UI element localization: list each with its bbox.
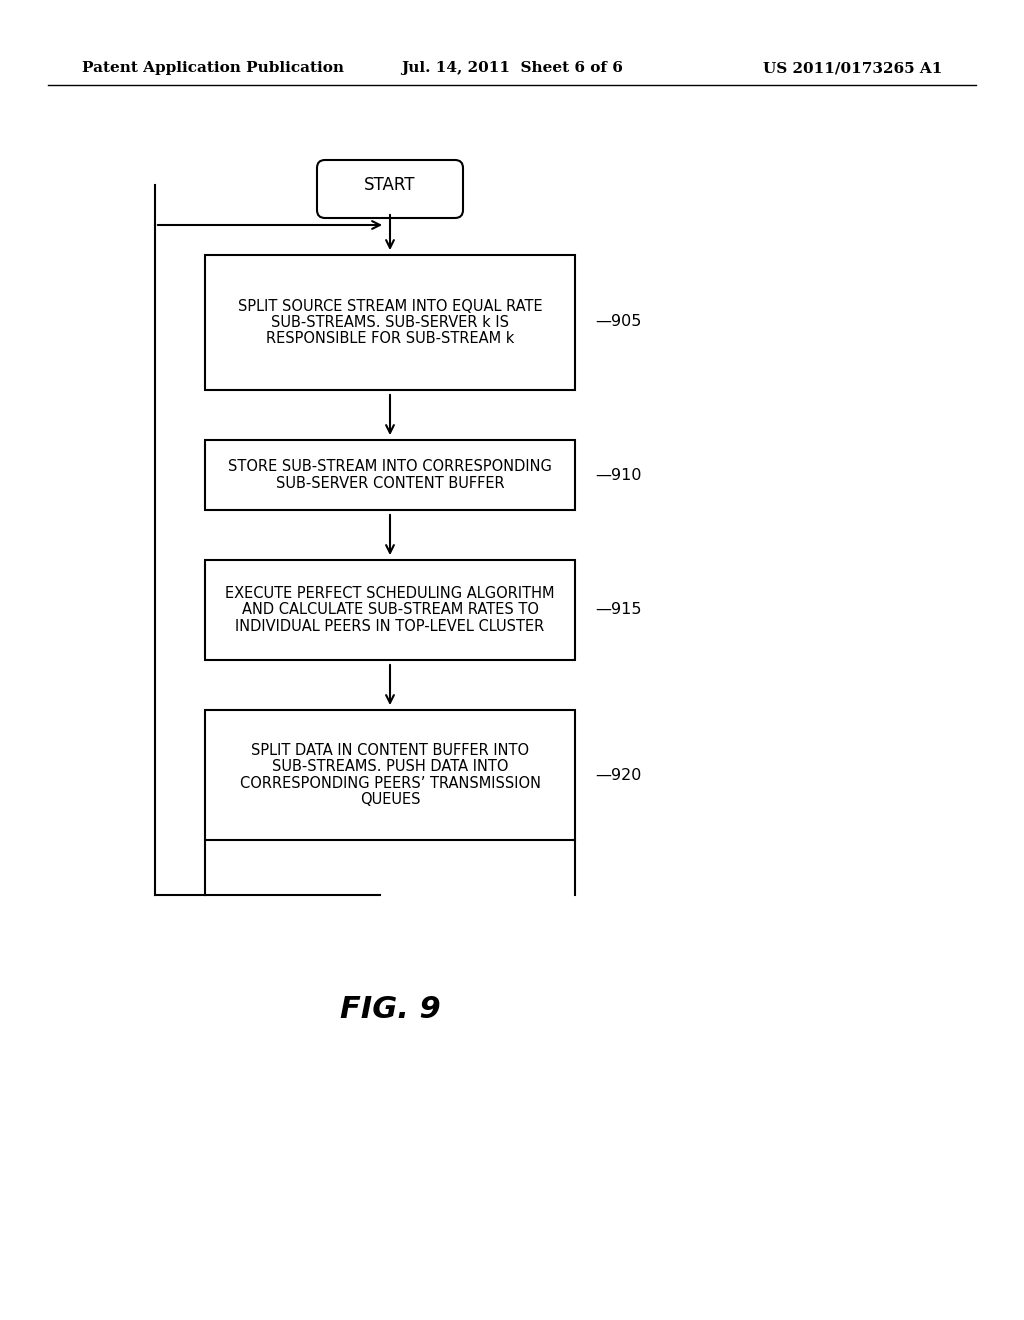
Text: RESPONSIBLE FOR SUB-STREAM k: RESPONSIBLE FOR SUB-STREAM k [266, 331, 514, 346]
Bar [205, 255, 575, 389]
Text: QUEUES: QUEUES [359, 792, 420, 807]
Text: SUB-STREAMS. PUSH DATA INTO: SUB-STREAMS. PUSH DATA INTO [271, 759, 508, 775]
Text: SPLIT DATA IN CONTENT BUFFER INTO: SPLIT DATA IN CONTENT BUFFER INTO [251, 743, 529, 758]
Text: STORE SUB-STREAM INTO CORRESPONDING: STORE SUB-STREAM INTO CORRESPONDING [228, 459, 552, 474]
Text: —920: —920 [595, 767, 641, 783]
Text: Patent Application Publication: Patent Application Publication [82, 61, 344, 75]
Text: SUB-SERVER CONTENT BUFFER: SUB-SERVER CONTENT BUFFER [275, 475, 504, 491]
Bar [205, 710, 575, 840]
Text: FIG. 9: FIG. 9 [340, 995, 440, 1024]
Text: —905: —905 [595, 314, 641, 330]
Bar [205, 440, 575, 510]
FancyBboxPatch shape [317, 160, 463, 218]
Text: Jul. 14, 2011  Sheet 6 of 6: Jul. 14, 2011 Sheet 6 of 6 [401, 61, 623, 75]
Text: EXECUTE PERFECT SCHEDULING ALGORITHM: EXECUTE PERFECT SCHEDULING ALGORITHM [225, 586, 555, 601]
Text: SPLIT SOURCE STREAM INTO EQUAL RATE: SPLIT SOURCE STREAM INTO EQUAL RATE [238, 298, 543, 314]
Text: START: START [365, 176, 416, 194]
Text: SUB-STREAMS. SUB-SERVER k IS: SUB-STREAMS. SUB-SERVER k IS [271, 315, 509, 330]
Text: —910: —910 [595, 467, 641, 483]
Text: US 2011/0173265 A1: US 2011/0173265 A1 [763, 61, 942, 75]
Bar [205, 560, 575, 660]
Text: —915: —915 [595, 602, 641, 618]
Text: INDIVIDUAL PEERS IN TOP-LEVEL CLUSTER: INDIVIDUAL PEERS IN TOP-LEVEL CLUSTER [236, 619, 545, 634]
Text: CORRESPONDING PEERS’ TRANSMISSION: CORRESPONDING PEERS’ TRANSMISSION [240, 776, 541, 791]
Text: AND CALCULATE SUB-STREAM RATES TO: AND CALCULATE SUB-STREAM RATES TO [242, 602, 539, 618]
